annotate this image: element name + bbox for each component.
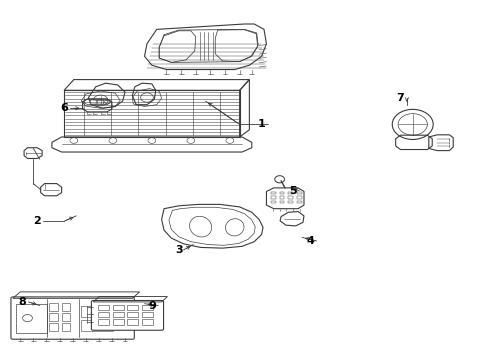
Text: 7: 7 <box>396 93 404 103</box>
Bar <box>81 320 113 331</box>
Bar <box>49 323 58 330</box>
Bar <box>296 201 301 203</box>
Bar <box>61 303 70 311</box>
Bar <box>279 201 284 203</box>
Bar <box>142 319 153 324</box>
Text: 5: 5 <box>289 186 297 196</box>
Bar <box>113 305 123 310</box>
Bar <box>288 196 293 199</box>
Text: 6: 6 <box>60 103 68 113</box>
Bar <box>98 312 109 318</box>
Bar <box>49 303 58 311</box>
Bar <box>113 319 123 324</box>
Bar <box>288 201 293 203</box>
Bar <box>127 319 138 324</box>
Bar <box>296 196 301 199</box>
Bar <box>271 201 276 203</box>
Bar <box>98 305 109 310</box>
Bar <box>98 319 109 324</box>
Text: 9: 9 <box>147 301 156 311</box>
Bar <box>296 192 301 194</box>
Bar <box>288 192 293 194</box>
Bar <box>127 312 138 318</box>
FancyBboxPatch shape <box>90 100 96 104</box>
FancyBboxPatch shape <box>11 297 134 339</box>
Bar <box>142 312 153 318</box>
Text: 8: 8 <box>19 297 26 307</box>
Bar <box>61 314 70 320</box>
Text: 3: 3 <box>175 245 182 255</box>
Bar <box>142 305 153 310</box>
FancyBboxPatch shape <box>91 301 163 330</box>
Bar <box>127 305 138 310</box>
Bar <box>279 192 284 194</box>
Bar <box>49 314 58 320</box>
Bar <box>271 192 276 194</box>
Bar <box>113 312 123 318</box>
Bar <box>279 196 284 199</box>
Text: 1: 1 <box>257 120 265 129</box>
Text: 2: 2 <box>33 216 41 226</box>
Text: 4: 4 <box>306 236 314 246</box>
Bar <box>61 323 70 330</box>
FancyBboxPatch shape <box>16 304 47 333</box>
Bar <box>81 306 113 317</box>
FancyBboxPatch shape <box>98 100 103 104</box>
Bar <box>271 196 276 199</box>
